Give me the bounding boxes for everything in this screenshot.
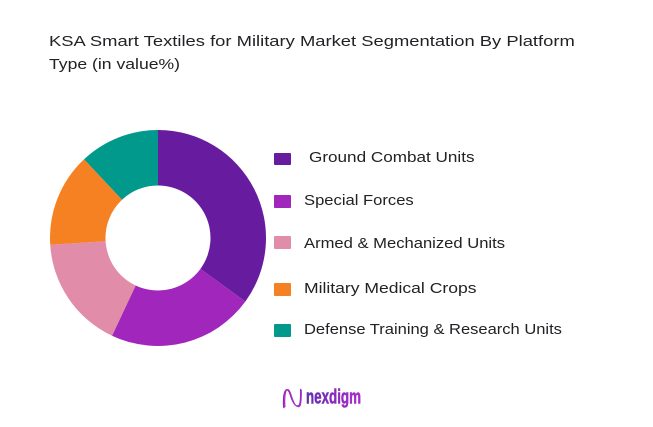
svg-text:nexdigm: nexdigm	[306, 386, 361, 408]
